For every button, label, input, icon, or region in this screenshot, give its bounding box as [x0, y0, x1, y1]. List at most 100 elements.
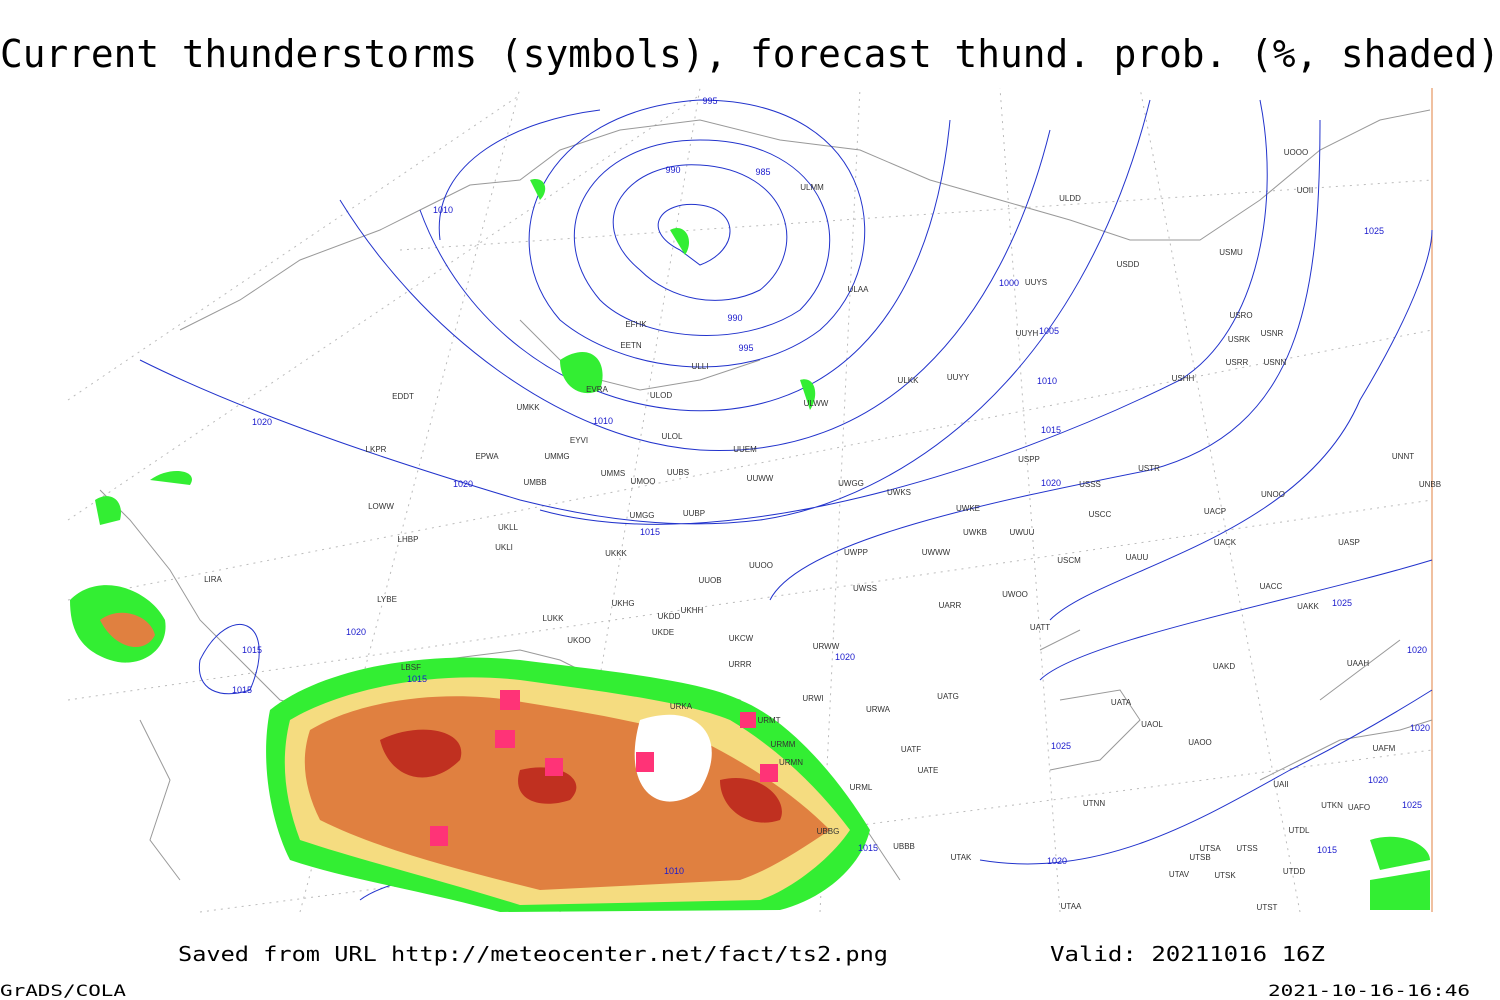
station-code: UUBP [683, 509, 705, 518]
station-code: ULMM [800, 183, 824, 192]
station-code: EETN [620, 341, 642, 350]
station-code: UKDD [658, 612, 681, 621]
station-code: UKHG [611, 599, 634, 608]
station-code: UWKE [956, 504, 980, 513]
isobar-label: 1025 [1364, 226, 1384, 236]
station-code: USNN [1264, 358, 1287, 367]
source-url: Saved from URL http://meteocenter.net/fa… [178, 942, 888, 966]
station-code: UTAK [951, 853, 972, 862]
station-code: UAFM [1373, 744, 1396, 753]
station-code: URMT [757, 716, 780, 725]
station-code: LHBP [398, 535, 419, 544]
station-code: UARR [939, 601, 962, 610]
station-code: EFHK [625, 320, 647, 329]
isobar-label: 985 [755, 167, 770, 177]
station-code: UTSB [1189, 853, 1210, 862]
station-code: USMU [1219, 248, 1243, 257]
station-code: ULLI [692, 362, 709, 371]
isobar-label: 1020 [453, 479, 473, 489]
station-code: UUBS [667, 468, 689, 477]
isobar-label: 1020 [346, 627, 366, 637]
isobar-label: 1020 [252, 417, 272, 427]
isobar-label: 1015 [232, 685, 252, 695]
station-code: UATT [1030, 623, 1050, 632]
station-code: EVRA [586, 385, 608, 394]
station-code: UUYH [1016, 329, 1039, 338]
station-code: ULOL [662, 432, 683, 441]
station-code: URMM [771, 740, 796, 749]
station-code: LUKK [543, 614, 565, 623]
station-code: UTSK [1214, 871, 1236, 880]
station-code: ULDD [1059, 194, 1081, 203]
station-code: LYBE [377, 595, 397, 604]
station-code: UKLI [495, 543, 513, 552]
isobar-label: 1015 [1317, 845, 1337, 855]
station-code: USSS [1079, 480, 1101, 489]
station-code: UAII [1273, 780, 1289, 789]
station-code: UNOO [1261, 490, 1285, 499]
title: Current thunderstorms (symbols), forecas… [0, 32, 1500, 76]
station-code: UKKK [605, 549, 627, 558]
station-code: UWSS [853, 584, 877, 593]
isobar-label: 1025 [1332, 598, 1352, 608]
station-code: UMBB [523, 478, 546, 487]
station-code: UAUU [1126, 553, 1149, 562]
station-code: UWOO [1002, 590, 1028, 599]
station-code: UAOL [1141, 720, 1163, 729]
station-code: UWUU [1010, 528, 1035, 537]
coastlines [99, 109, 1433, 881]
isobar-label: 995 [738, 343, 753, 353]
station-code: EYVI [570, 436, 588, 445]
isobar-label: 1020 [1410, 723, 1430, 733]
station-code: URWA [866, 705, 891, 714]
map-frame: 995 990 985 1010 1000 1005 990 995 1010 1010 1020 1… [67, 87, 1441, 913]
station-code: UNNT [1392, 452, 1414, 461]
station-code: LIRA [204, 575, 222, 584]
isobar-label: 1010 [664, 866, 684, 876]
station-code: UWKS [887, 488, 911, 497]
station-code: UTNN [1083, 799, 1105, 808]
station-code: UTAA [1061, 902, 1082, 911]
isobar-label: 990 [665, 165, 680, 175]
station-code: UKCW [729, 634, 754, 643]
station-code: LOWW [368, 502, 394, 511]
station-code: LBSF [401, 663, 421, 672]
station-code: UUOB [698, 576, 721, 585]
station-code: UASP [1338, 538, 1360, 547]
station-code: URKA [670, 702, 693, 711]
station-code: EPWA [475, 452, 499, 461]
station-code: UWKB [963, 528, 987, 537]
isobar-label: 1015 [640, 527, 660, 537]
isobar-label: 1010 [1037, 376, 1057, 386]
station-code: UKLL [498, 523, 519, 532]
isobar-label: 990 [727, 313, 742, 323]
software-credit: GrADS/COLA [0, 981, 126, 1000]
station-code: ULOD [650, 391, 672, 400]
station-code: UMKK [516, 403, 540, 412]
station-code: UUYY [947, 373, 970, 382]
station-code: UOOO [1284, 148, 1308, 157]
isobar-label: 1025 [1402, 800, 1422, 810]
station-code: URMN [779, 758, 803, 767]
station-code: URRR [728, 660, 751, 669]
station-code: UTDL [1289, 826, 1310, 835]
station-code: USRK [1228, 335, 1251, 344]
station-code: UTSS [1236, 844, 1257, 853]
probability-shading [70, 179, 1430, 912]
station-code: ULWW [804, 399, 829, 408]
station-code: UUEM [733, 445, 757, 454]
station-code: EDDT [392, 392, 414, 401]
timestamp: 2021-10-16-16:46 [1268, 981, 1470, 1000]
station-code: UTST [1257, 903, 1278, 912]
station-code: ULKK [898, 376, 920, 385]
station-code: LKPR [366, 445, 387, 454]
station-code: USTR [1138, 464, 1160, 473]
isobar-label: 1015 [242, 645, 262, 655]
station-code: UAAH [1347, 659, 1369, 668]
station-code: UWGG [838, 479, 864, 488]
station-code: URWW [813, 642, 840, 651]
station-code: USCC [1089, 510, 1112, 519]
isobar-label: 1020 [1368, 775, 1388, 785]
station-code: UUWW [747, 474, 774, 483]
